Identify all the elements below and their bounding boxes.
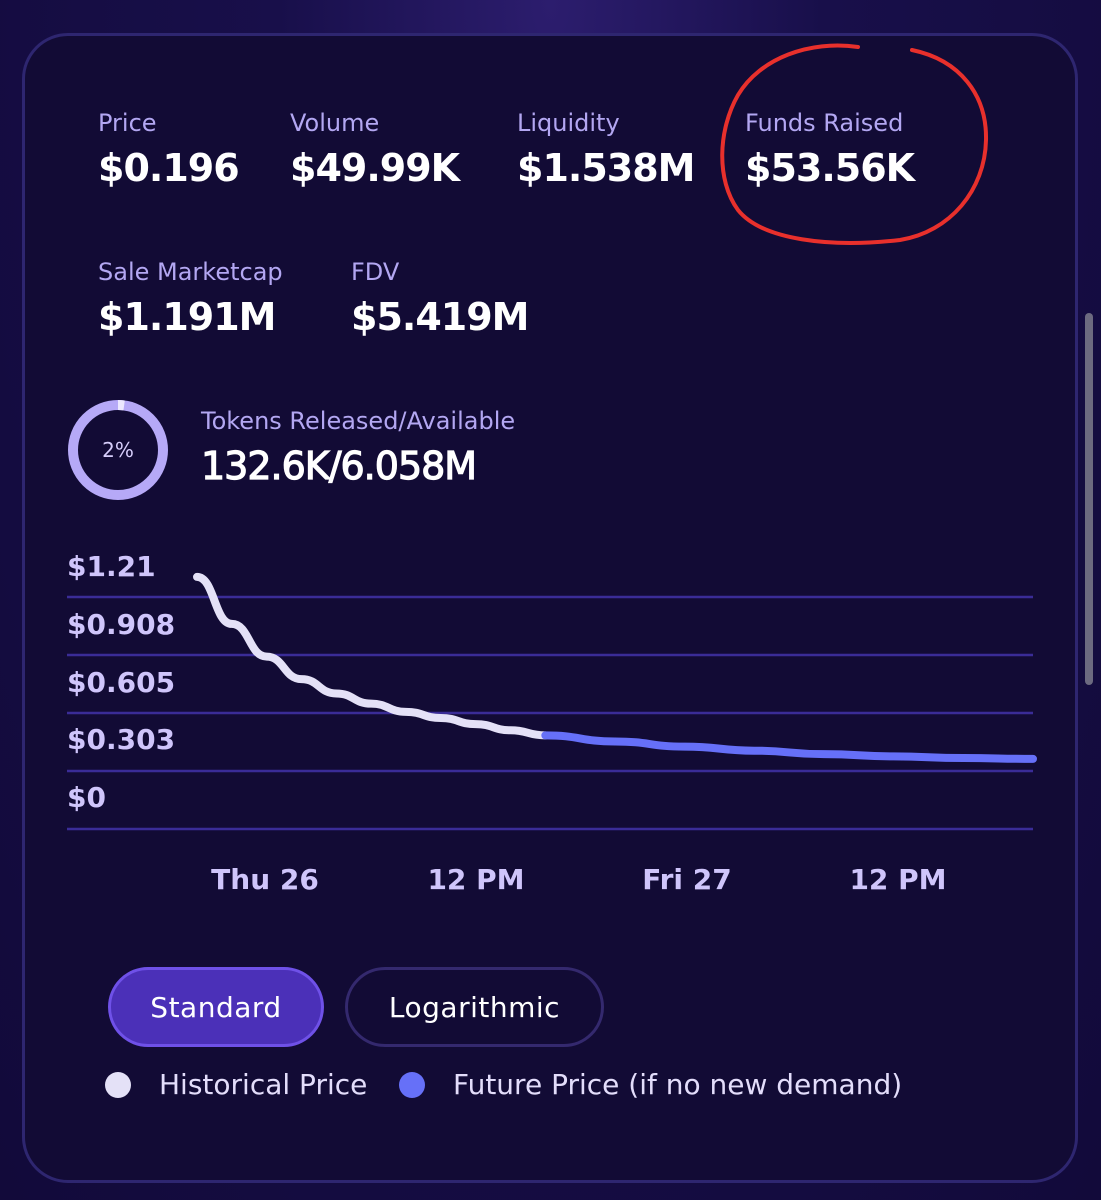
y-tick-label: $0.908 xyxy=(67,608,176,641)
stat-label: Volume xyxy=(290,109,380,137)
stat-price: Price $0.196 xyxy=(98,109,240,190)
stat-label: Sale Marketcap xyxy=(98,258,283,286)
stat-value: $5.419M xyxy=(351,295,529,339)
stat-label: Price xyxy=(98,109,157,137)
legend-dot xyxy=(399,1071,425,1098)
stat-value: $49.99K xyxy=(290,146,460,190)
future-price-line xyxy=(541,731,1037,763)
stat-sale-marketcap: Sale Marketcap $1.191M xyxy=(98,260,283,336)
stat-value: $1.538M xyxy=(517,146,695,190)
stat-label: FDV xyxy=(351,258,400,286)
progress-percent: 2% xyxy=(102,438,134,462)
tokens-label: Tokens Released/Available xyxy=(201,407,516,435)
stat-liquidity: Liquidity $1.538M xyxy=(517,109,695,190)
tokens-released: Tokens Released/Available 132.6K/6.058M xyxy=(200,407,516,488)
legend-label: Historical Price xyxy=(159,1068,368,1101)
y-tick-label: $0.605 xyxy=(67,666,176,699)
y-tick-label: $1.21 xyxy=(67,550,156,583)
x-tick-label: Thu 26 xyxy=(211,863,319,896)
legend-label: Future Price (if no new demand) xyxy=(453,1068,903,1101)
tokens-value: 132.6K/6.058M xyxy=(200,444,477,488)
historical-price-line xyxy=(193,572,550,740)
legend-future: Future Price (if no new demand) xyxy=(399,1068,902,1101)
chart-plot-area xyxy=(67,572,1037,831)
legend-dot xyxy=(105,1071,131,1098)
x-tick-label: 12 PM xyxy=(849,863,947,896)
logarithmic-scale-button[interactable]: Logarithmic xyxy=(345,967,604,1047)
stat-fdv: FDV $5.419M xyxy=(351,258,529,339)
stat-volume: Volume $49.99K xyxy=(290,109,460,190)
stat-value: $1.191M xyxy=(98,295,276,339)
stat-value: $0.196 xyxy=(98,146,240,190)
legend-historical: Historical Price xyxy=(105,1068,367,1101)
y-tick-label: $0 xyxy=(67,781,106,814)
progress-ring-fill xyxy=(68,400,168,500)
x-tick-label: 12 PM xyxy=(427,863,525,896)
scrollbar[interactable] xyxy=(1085,313,1093,685)
standard-scale-button[interactable]: Standard xyxy=(108,967,324,1047)
stat-label: Liquidity xyxy=(517,109,620,137)
y-tick-label: $0.303 xyxy=(67,723,176,756)
tokens-progress-ring: 2% xyxy=(66,398,170,502)
x-tick-label: Fri 27 xyxy=(642,863,732,896)
